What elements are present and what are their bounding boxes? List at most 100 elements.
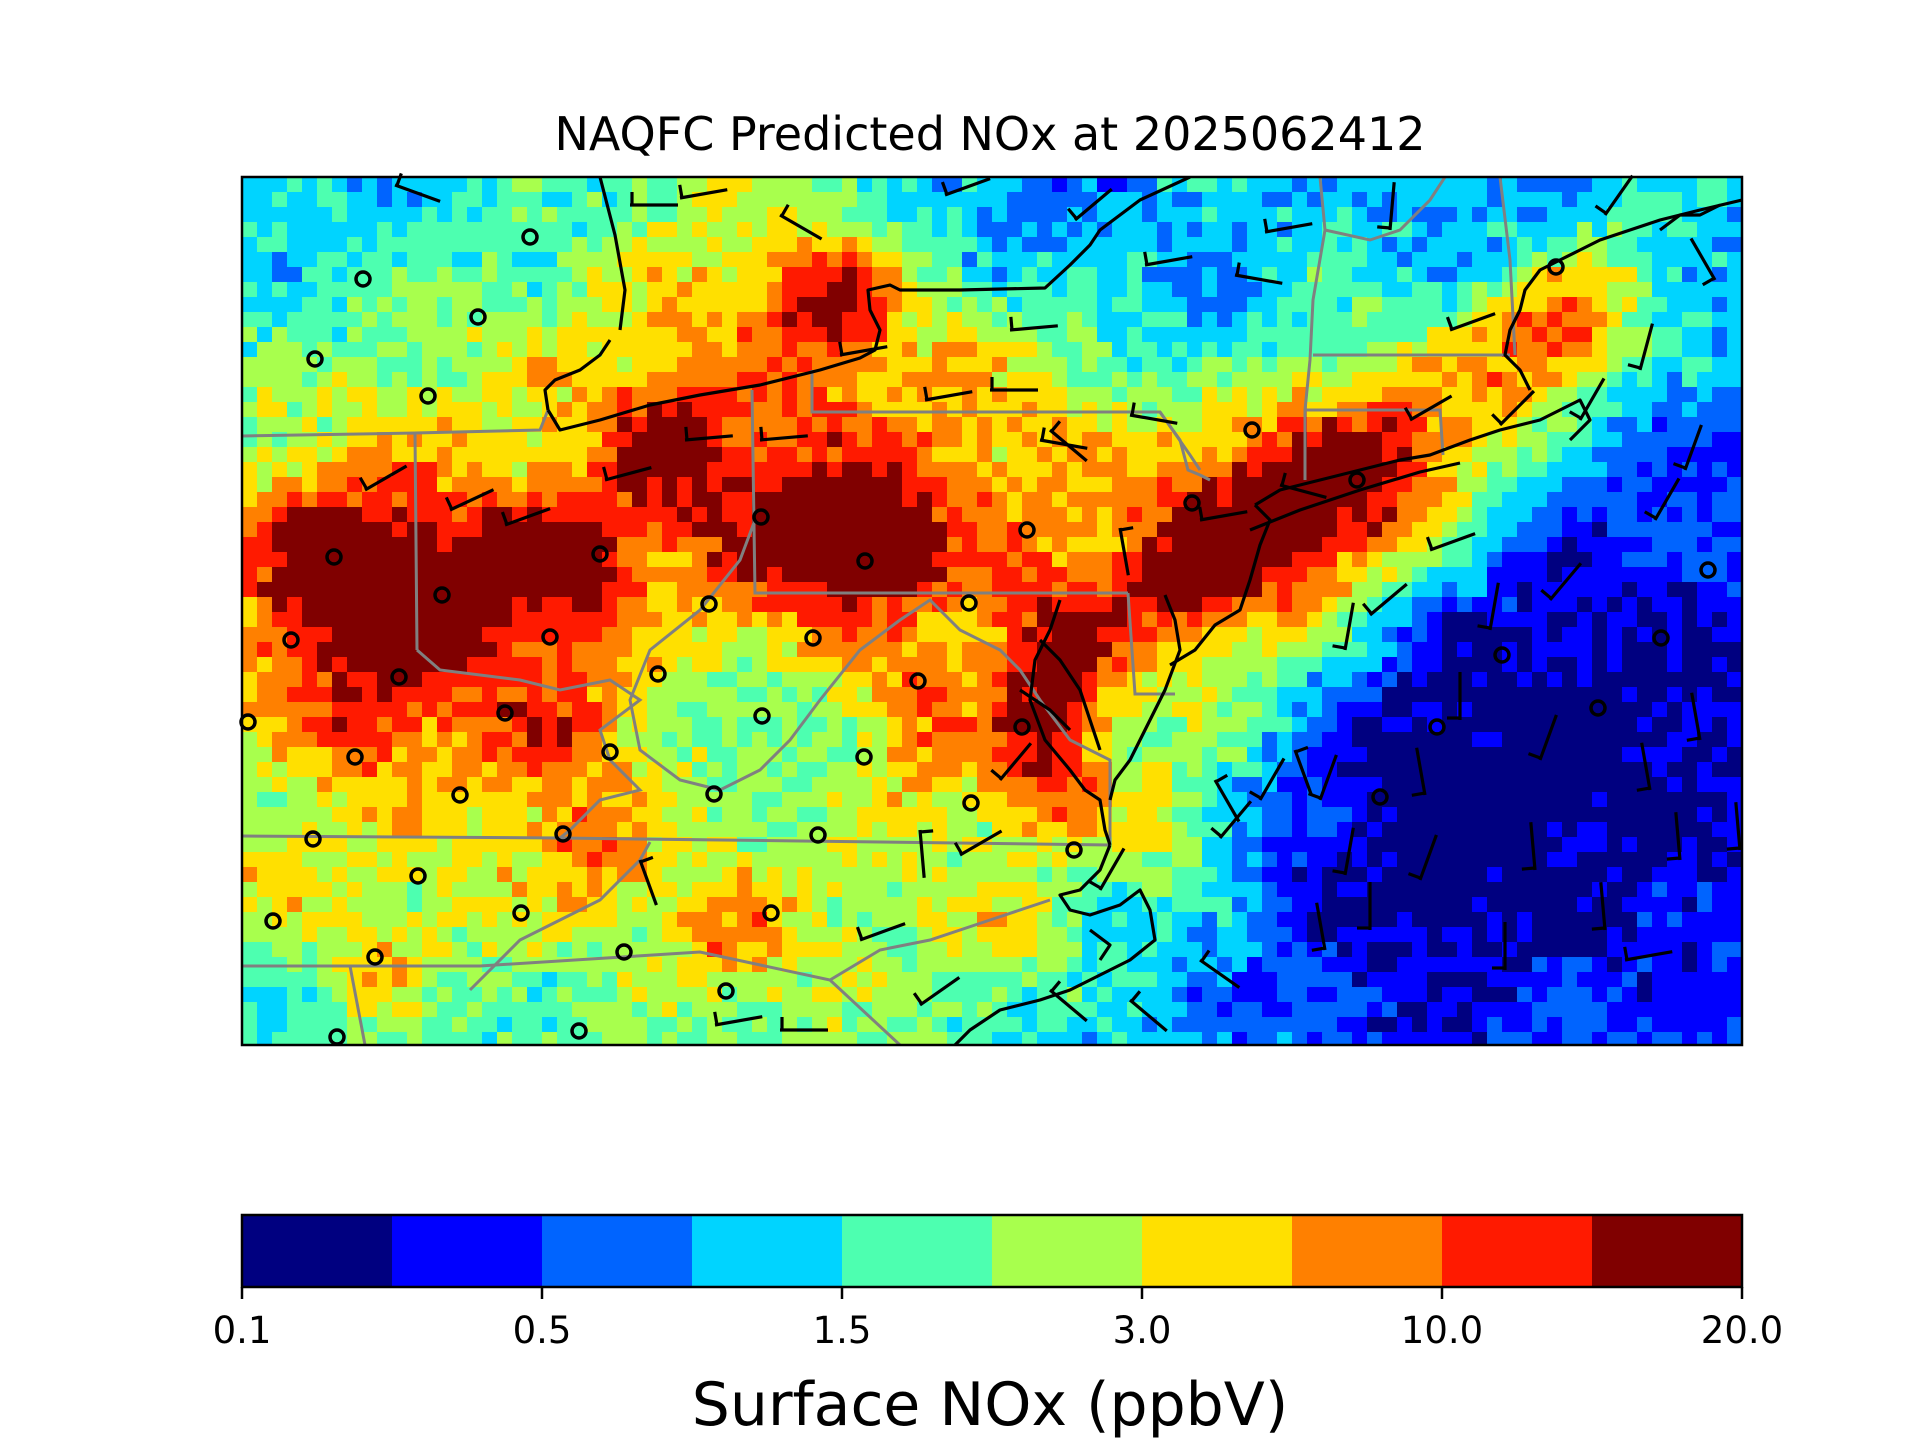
nox-cell (482, 567, 498, 583)
nox-cell (992, 597, 1008, 613)
nox-cell (1382, 732, 1398, 748)
nox-cell (827, 597, 843, 613)
nox-cell (1472, 732, 1488, 748)
nox-cell (1037, 657, 1053, 673)
nox-cell (467, 477, 483, 493)
nox-cell (497, 417, 513, 433)
nox-cell (677, 372, 693, 388)
nox-cell (1532, 432, 1548, 448)
nox-cell (272, 222, 288, 238)
nox-cell (1247, 582, 1263, 598)
nox-cell (572, 282, 588, 298)
nox-cell (572, 837, 588, 853)
nox-cell (1727, 462, 1742, 478)
nox-cell (1052, 342, 1068, 358)
nox-cell (647, 312, 663, 328)
nox-cell (887, 642, 903, 658)
nox-cell (617, 597, 633, 613)
nox-cell (1547, 687, 1563, 703)
nox-cell (437, 672, 453, 688)
nox-cell (722, 282, 738, 298)
nox-cell (752, 312, 768, 328)
nox-cell (1067, 357, 1083, 373)
nox-cell (467, 192, 483, 208)
nox-cell (527, 387, 543, 403)
nox-cell (617, 717, 633, 733)
nox-cell (947, 627, 963, 643)
nox-cell (242, 372, 258, 388)
nox-cell (1487, 282, 1503, 298)
nox-cell (1292, 282, 1308, 298)
nox-cell (1502, 882, 1518, 898)
nox-cell (1337, 507, 1353, 523)
nox-cell (347, 582, 363, 598)
nox-cell (1577, 747, 1593, 763)
nox-cell (887, 432, 903, 448)
nox-cell (422, 912, 438, 928)
nox-cell (647, 612, 663, 628)
nox-cell (1502, 642, 1518, 658)
nox-cell (452, 372, 468, 388)
nox-cell (1352, 507, 1368, 523)
nox-cell (737, 432, 753, 448)
nox-cell (272, 657, 288, 673)
nox-cell (887, 882, 903, 898)
nox-cell (887, 372, 903, 388)
nox-cell (1247, 837, 1263, 853)
nox-cell (917, 807, 933, 823)
nox-cell (842, 822, 858, 838)
nox-cell (1712, 357, 1728, 373)
nox-cell (317, 507, 333, 523)
nox-cell (1457, 567, 1473, 583)
nox-cell (842, 282, 858, 298)
nox-cell (1622, 672, 1638, 688)
nox-cell (497, 672, 513, 688)
nox-cell (1382, 387, 1398, 403)
nox-cell (377, 312, 393, 328)
nox-cell (302, 267, 318, 283)
nox-cell (512, 777, 528, 793)
nox-cell (932, 267, 948, 283)
nox-cell (782, 222, 798, 238)
nox-cell (812, 312, 828, 328)
nox-cell (662, 492, 678, 508)
nox-cell (782, 717, 798, 733)
nox-cell (1682, 762, 1698, 778)
nox-cell (1502, 687, 1518, 703)
nox-cell (1442, 447, 1458, 463)
nox-cell (1067, 747, 1083, 763)
nox-cell (542, 807, 558, 823)
nox-cell (1487, 237, 1503, 253)
nox-cell (1217, 432, 1233, 448)
nox-cell (1157, 912, 1173, 928)
nox-cell (617, 882, 633, 898)
nox-cell (1412, 702, 1428, 718)
nox-cell (767, 627, 783, 643)
nox-cell (1427, 687, 1443, 703)
nox-cell (1307, 267, 1323, 283)
nox-cell (437, 717, 453, 733)
nox-cell (392, 567, 408, 583)
nox-cell (1697, 762, 1713, 778)
nox-cell (1292, 732, 1308, 748)
nox-cell (1652, 462, 1668, 478)
nox-cell (617, 912, 633, 928)
nox-cell (1292, 807, 1308, 823)
nox-cell (722, 252, 738, 268)
nox-cell (587, 732, 603, 748)
nox-cell (617, 762, 633, 778)
nox-cell (317, 672, 333, 688)
nox-cell (497, 297, 513, 313)
nox-cell (1172, 702, 1188, 718)
nox-cell (1322, 192, 1338, 208)
nox-cell (542, 237, 558, 253)
nox-cell (662, 882, 678, 898)
nox-cell (1592, 807, 1608, 823)
nox-cell (1037, 867, 1053, 883)
nox-cell (1442, 237, 1458, 253)
nox-cell (902, 222, 918, 238)
nox-cell (1442, 552, 1458, 568)
nox-cell (527, 297, 543, 313)
nox-cell (542, 462, 558, 478)
nox-cell (617, 897, 633, 913)
